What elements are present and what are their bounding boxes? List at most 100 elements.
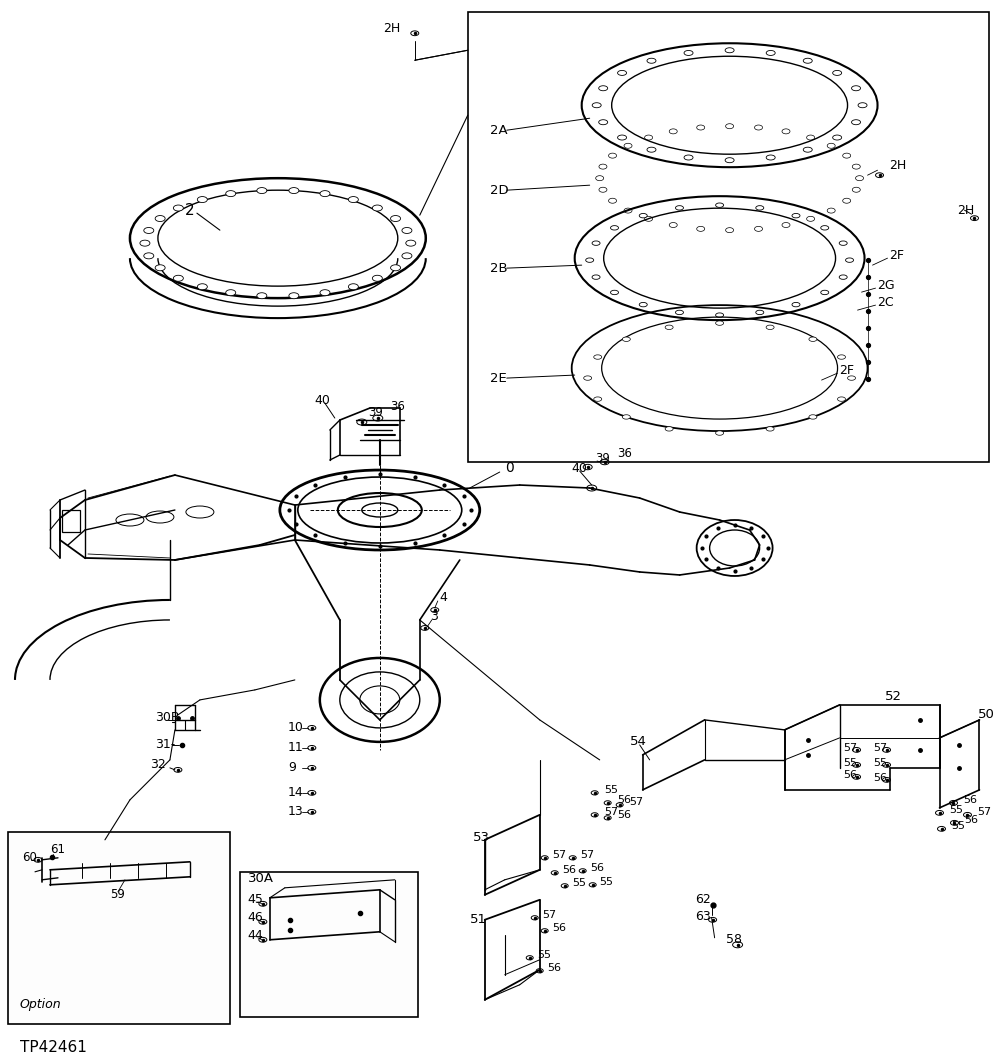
- Ellipse shape: [756, 310, 764, 315]
- Ellipse shape: [852, 86, 861, 90]
- Text: 57: 57: [605, 807, 619, 816]
- Text: 55: 55: [873, 758, 887, 767]
- Text: 36: 36: [617, 446, 631, 459]
- Ellipse shape: [390, 265, 400, 271]
- Text: 2A: 2A: [490, 123, 507, 137]
- Text: TP42461: TP42461: [20, 1041, 87, 1056]
- Bar: [240, 872, 417, 1016]
- Ellipse shape: [803, 147, 813, 152]
- Text: 36: 36: [389, 400, 404, 412]
- Text: 39: 39: [595, 452, 610, 465]
- Ellipse shape: [715, 203, 724, 207]
- Ellipse shape: [647, 147, 656, 152]
- Ellipse shape: [618, 70, 626, 75]
- Text: 57: 57: [552, 849, 566, 860]
- Ellipse shape: [838, 396, 846, 402]
- Ellipse shape: [766, 50, 775, 55]
- Ellipse shape: [821, 225, 829, 230]
- Ellipse shape: [622, 415, 630, 419]
- Text: 54: 54: [629, 736, 646, 748]
- Text: 57: 57: [977, 807, 992, 816]
- Text: 9: 9: [288, 761, 296, 774]
- Ellipse shape: [647, 58, 656, 64]
- Ellipse shape: [173, 205, 183, 212]
- Ellipse shape: [809, 415, 817, 419]
- Ellipse shape: [402, 227, 412, 234]
- Text: 56: 56: [873, 773, 887, 782]
- Text: 2H: 2H: [889, 158, 906, 172]
- Ellipse shape: [257, 187, 267, 193]
- Text: 32: 32: [150, 758, 165, 772]
- Ellipse shape: [155, 216, 165, 221]
- Ellipse shape: [173, 275, 183, 282]
- Text: 40: 40: [315, 393, 331, 406]
- Ellipse shape: [586, 258, 594, 263]
- Ellipse shape: [766, 325, 774, 330]
- Bar: [62, 510, 80, 532]
- Ellipse shape: [349, 284, 359, 290]
- Ellipse shape: [592, 275, 600, 280]
- Text: 11: 11: [288, 741, 304, 755]
- Ellipse shape: [592, 241, 600, 246]
- Ellipse shape: [858, 103, 868, 107]
- Text: 40: 40: [572, 461, 588, 474]
- Text: 63: 63: [694, 910, 710, 924]
- Ellipse shape: [143, 253, 153, 258]
- Text: 57: 57: [542, 910, 556, 919]
- Ellipse shape: [584, 376, 592, 381]
- Ellipse shape: [675, 205, 683, 210]
- Ellipse shape: [840, 275, 848, 280]
- Ellipse shape: [402, 253, 412, 258]
- Text: 2G: 2G: [877, 279, 895, 291]
- Bar: [468, 13, 989, 462]
- Ellipse shape: [848, 376, 856, 381]
- Text: 14: 14: [288, 787, 304, 799]
- Text: 39: 39: [368, 406, 382, 419]
- Ellipse shape: [390, 216, 400, 221]
- Ellipse shape: [792, 302, 800, 307]
- Ellipse shape: [226, 290, 236, 296]
- Text: 56: 56: [963, 795, 977, 805]
- Ellipse shape: [197, 284, 207, 290]
- Ellipse shape: [792, 214, 800, 218]
- Ellipse shape: [405, 240, 415, 247]
- Text: 56: 56: [964, 815, 978, 825]
- Ellipse shape: [715, 321, 724, 325]
- Text: 31-: 31-: [155, 739, 175, 752]
- Text: 55: 55: [600, 877, 614, 887]
- Text: 62: 62: [694, 893, 710, 907]
- Ellipse shape: [756, 205, 764, 210]
- Ellipse shape: [289, 187, 299, 193]
- Text: 56: 56: [618, 795, 631, 805]
- Ellipse shape: [257, 292, 267, 299]
- Text: 30B: 30B: [155, 711, 179, 724]
- Bar: [8, 832, 230, 1024]
- Ellipse shape: [833, 135, 842, 140]
- Text: 2C: 2C: [877, 296, 894, 308]
- Text: 57: 57: [873, 743, 887, 753]
- Text: 2F: 2F: [840, 364, 855, 376]
- Ellipse shape: [289, 292, 299, 299]
- Ellipse shape: [593, 103, 602, 107]
- Ellipse shape: [852, 120, 861, 124]
- Ellipse shape: [639, 214, 647, 218]
- Ellipse shape: [599, 86, 608, 90]
- Text: 51: 51: [470, 913, 487, 926]
- Ellipse shape: [821, 290, 829, 294]
- Ellipse shape: [622, 337, 630, 341]
- Text: 45: 45: [248, 893, 264, 907]
- Text: 52: 52: [884, 690, 901, 704]
- Text: 56: 56: [552, 923, 566, 933]
- Ellipse shape: [833, 70, 842, 75]
- Text: 2E: 2E: [490, 372, 507, 385]
- Text: 2: 2: [185, 203, 194, 218]
- Ellipse shape: [715, 431, 724, 435]
- Text: 10: 10: [288, 722, 304, 735]
- Ellipse shape: [766, 155, 775, 161]
- Ellipse shape: [611, 290, 619, 294]
- Ellipse shape: [226, 190, 236, 197]
- Ellipse shape: [809, 337, 817, 341]
- Ellipse shape: [611, 225, 619, 230]
- Ellipse shape: [838, 355, 846, 359]
- Ellipse shape: [766, 426, 774, 432]
